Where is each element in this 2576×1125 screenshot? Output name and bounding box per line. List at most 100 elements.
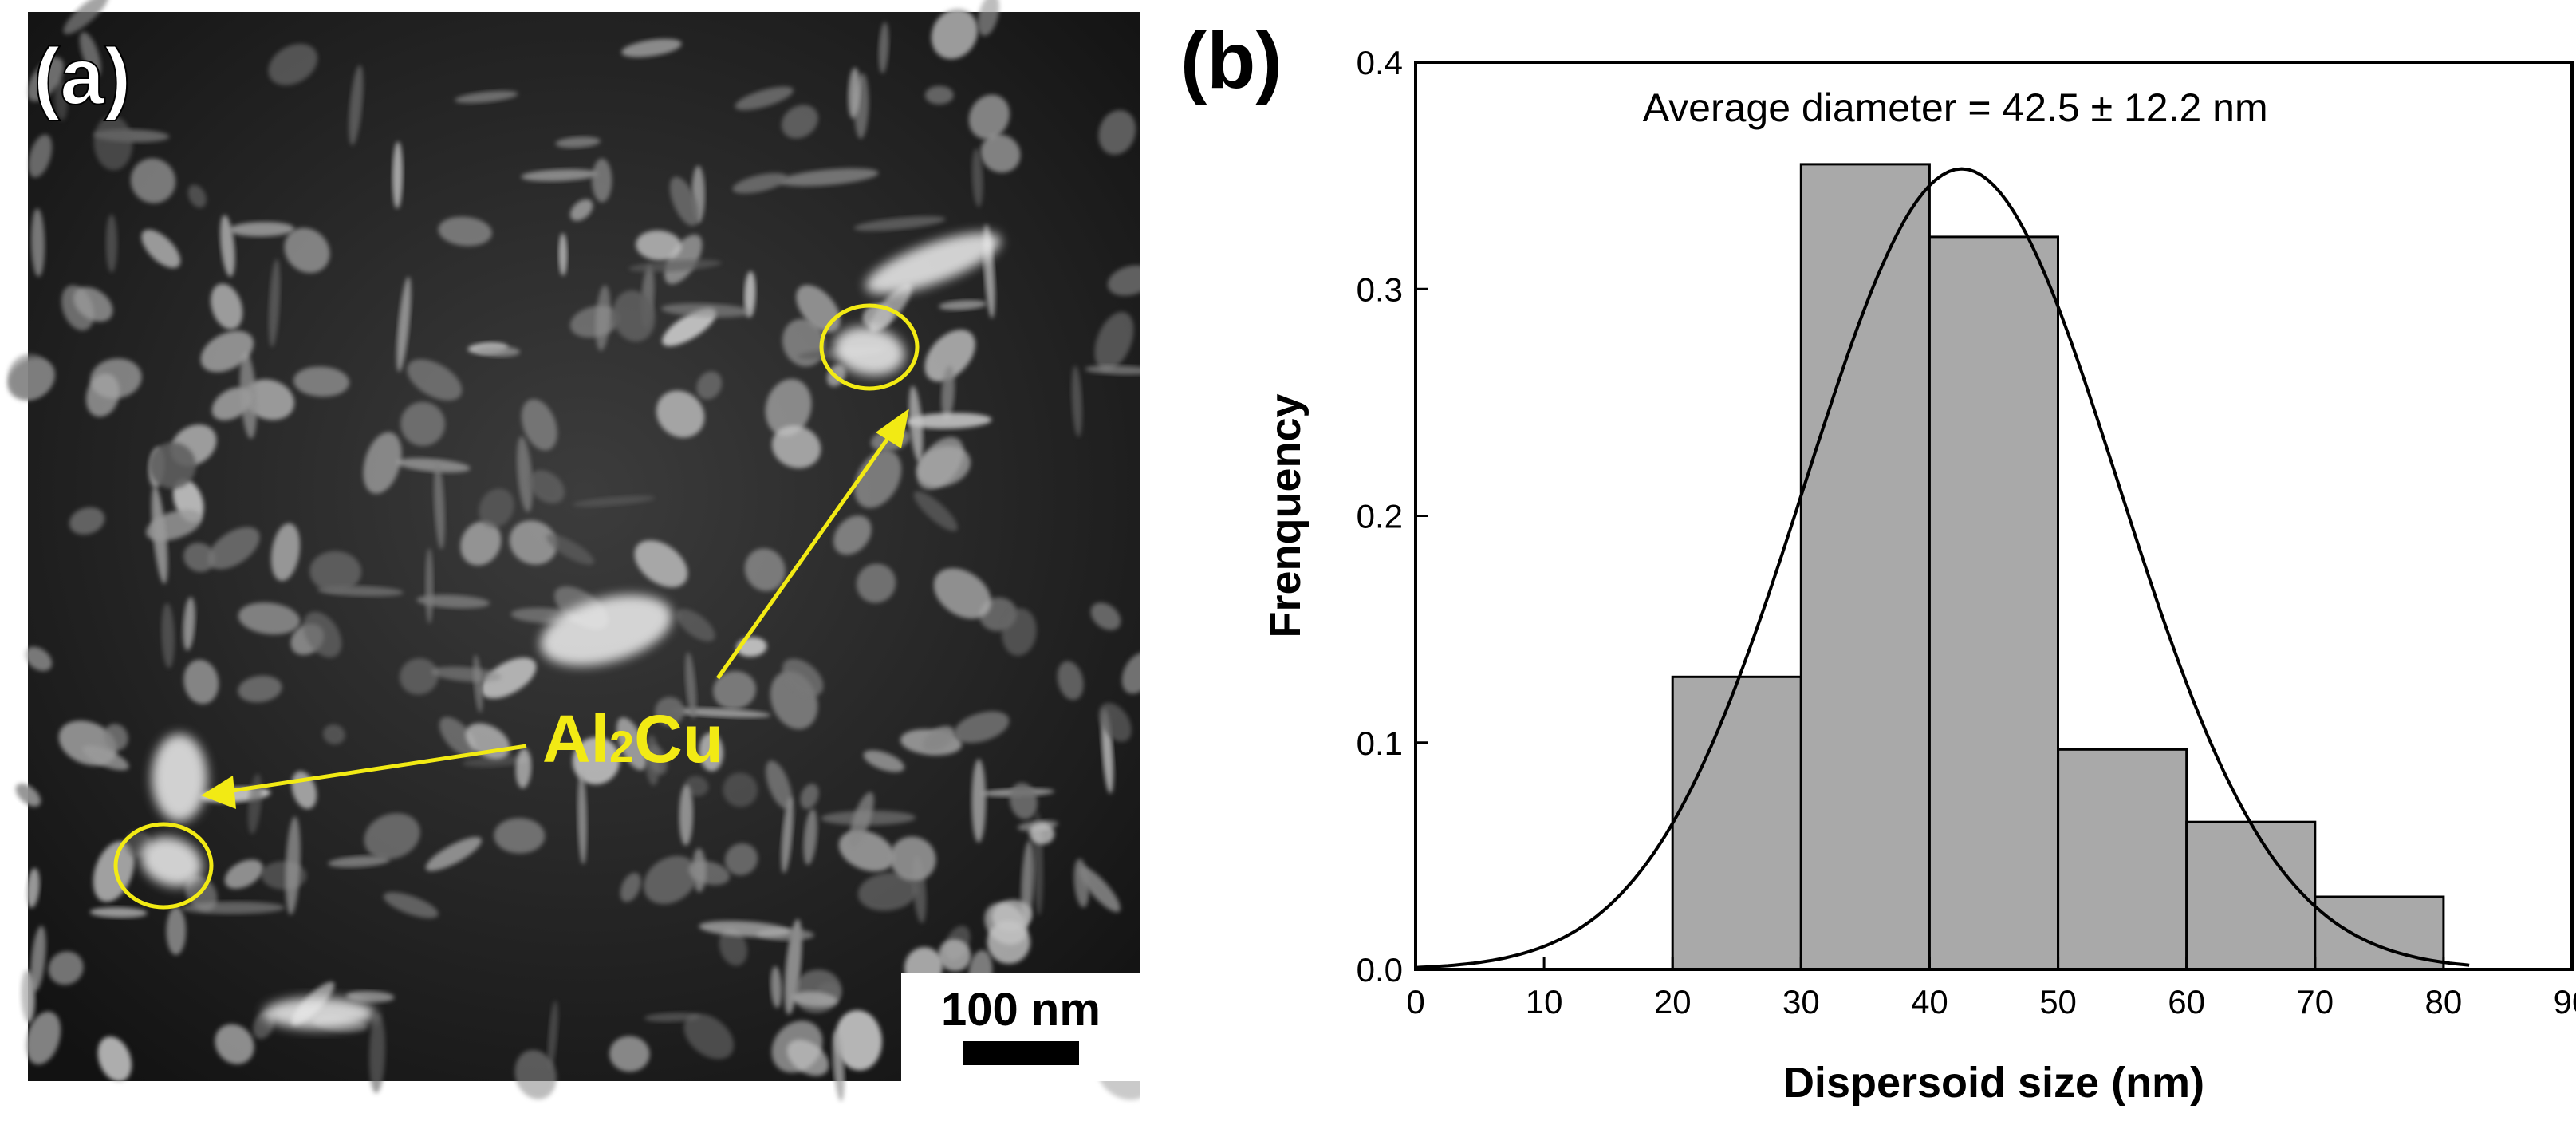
precipitate-particle [211, 283, 243, 330]
x-axis-ticks: 0 10 20 30 40 50 60 70 80 90 [1406, 957, 2576, 1020]
precipitate-particle [546, 534, 594, 565]
x-tick-label: 80 [2425, 983, 2463, 1020]
precipitate-particle [644, 735, 660, 786]
precipitate-particle [968, 94, 1010, 140]
precipitate-particle [854, 450, 902, 508]
precipitate-particle [187, 184, 207, 208]
precipitate-particle [309, 551, 362, 593]
precipitate-particle [183, 659, 219, 705]
x-tick-label: 50 [2039, 983, 2077, 1020]
precipitate-particle [744, 548, 786, 591]
x-tick-label: 30 [1782, 983, 1820, 1020]
precipitate-particle [183, 597, 195, 651]
precipitate-particle [555, 136, 601, 148]
bright-particle [263, 997, 375, 1029]
precipitate-particle [744, 270, 756, 318]
y-axis-ticks: 0.0 0.1 0.2 0.3 0.4 [1357, 44, 1428, 989]
precipitate-particle [719, 928, 748, 966]
precipitate-particle [699, 732, 723, 772]
y-tick-label: 0.3 [1357, 270, 1403, 308]
precipitate-particle [724, 843, 758, 876]
precipitate-particle [853, 216, 946, 231]
precipitate-particle [89, 907, 148, 918]
histogram-bar-20-30 [1671, 675, 1802, 971]
precipitate-particle [1009, 782, 1038, 819]
precipitate-particle [54, 78, 68, 120]
precipitate-particle [833, 515, 872, 555]
precipitate-particle [628, 259, 722, 272]
annotation-circle-lower [113, 822, 214, 910]
precipitate-particle [323, 724, 345, 745]
precipitate-particle [69, 507, 105, 535]
precipitate-particle [28, 134, 53, 178]
precipitate-particle [407, 359, 463, 401]
precipitate-particle [82, 745, 129, 771]
annotation-overlay: Al2Cu [113, 303, 920, 910]
precipitate-particle [48, 951, 84, 985]
precipitate-particle [592, 158, 612, 203]
precipitate-particle [924, 330, 975, 382]
precipitate-particle [679, 784, 693, 846]
precipitate-particle [833, 1030, 845, 1102]
scale-bar: 100 nm [901, 973, 1140, 1081]
precipitate-particle [364, 813, 420, 859]
precipitate-particle [149, 442, 196, 489]
micrograph-panel: Al2Cu 100 nm (a) [0, 0, 1156, 1121]
precipitate-particle [770, 965, 782, 1009]
precipitate-particle [558, 233, 568, 276]
precipitate-particle [800, 784, 819, 810]
precipitate-particle [30, 926, 46, 992]
precipitate-particle [268, 259, 281, 348]
y-axis-label: Frenquency [1262, 393, 1310, 638]
x-tick-label: 0 [1406, 983, 1424, 1020]
precipitate-particle [643, 855, 698, 905]
scale-bar-label: 100 nm [941, 984, 1101, 1036]
precipitate-particle [655, 697, 685, 726]
histogram-bars [1671, 163, 2445, 971]
precipitate-particle [521, 168, 598, 182]
precipitate-particle [79, 31, 101, 77]
precipitate-particle [980, 134, 1021, 173]
precipitate-particle [954, 711, 1010, 744]
precipitate-particle [25, 646, 53, 672]
precipitate-particle [781, 796, 794, 874]
y-tick-label: 0.1 [1357, 724, 1403, 762]
precipitate-particle [676, 609, 715, 642]
al2cu-label: Al2Cu [542, 701, 723, 776]
precipitate-particle [521, 399, 557, 451]
precipitate-particle [939, 300, 987, 310]
precipitate-particle [345, 990, 395, 1003]
precipitate-particle [938, 939, 971, 972]
bright-particle [540, 594, 672, 666]
histogram-bar-40-50 [1928, 235, 2060, 971]
precipitate-particle [215, 1024, 254, 1064]
precipitate-particle [130, 158, 176, 203]
precipitate-particle [399, 657, 439, 695]
precipitate-particle [1098, 702, 1132, 742]
micrograph-svg: Al2Cu 100 nm (a) [7, 0, 1156, 1102]
precipitate-particle [455, 90, 518, 104]
precipitate-particle [460, 521, 502, 566]
precipitate-particle [577, 772, 587, 865]
precipitate-particle [547, 1001, 558, 1069]
precipitate-particle [224, 859, 263, 889]
precipitate-particle [514, 1049, 557, 1099]
precipitate-particle [211, 387, 253, 421]
precipitate-particle [978, 0, 999, 36]
precipitate-particle [699, 921, 791, 938]
precipitate-particle [27, 57, 64, 102]
bright-particle [833, 326, 905, 376]
normal-fit-curve [1415, 167, 2470, 969]
precipitate-particle [766, 760, 793, 809]
precipitate-particle [656, 390, 705, 438]
panel-label-b: (b) [1180, 16, 1282, 105]
precipitate-particle [303, 611, 342, 658]
precipitate-particle [685, 652, 697, 719]
precipitate-particle [26, 1011, 61, 1065]
precipitate-particle [616, 717, 648, 771]
precipitate-particle [93, 116, 133, 171]
precipitate-particle [31, 208, 45, 277]
precipitate-particle [475, 345, 521, 357]
scale-bar-line [963, 1041, 1079, 1065]
precipitate-particle [848, 67, 861, 119]
